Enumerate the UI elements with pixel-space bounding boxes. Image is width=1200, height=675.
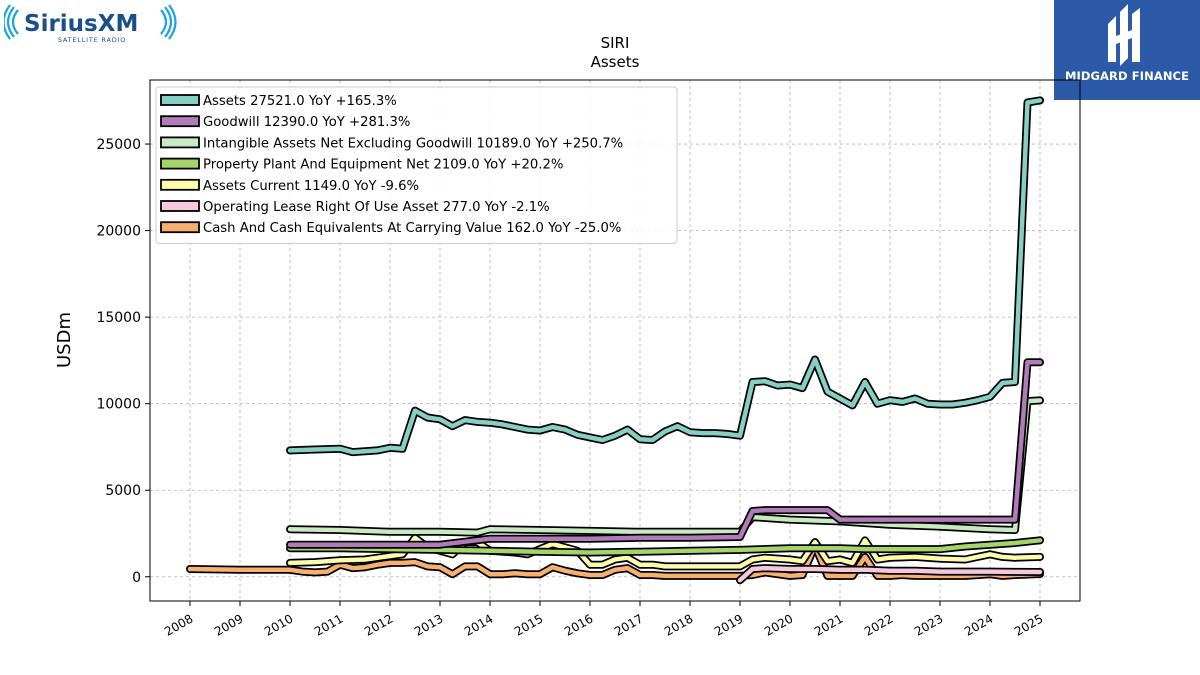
y-tick-label: 0 — [132, 570, 141, 586]
legend-entry-cash: Cash And Cash Equivalents At Carrying Va… — [160, 221, 621, 236]
series-ppe-line — [287, 538, 1043, 555]
legend-label: Goodwill 12390.0 YoY +281.3% — [203, 115, 410, 130]
x-tick-label: 2021 — [812, 611, 845, 638]
series-lease-line — [737, 565, 1043, 583]
legend-label: Assets 27521.0 YoY +165.3% — [203, 94, 397, 109]
x-axis-ticks: 2008 2009 2010 2011 2012 2013 2014 2015 2016 2017… — [162, 601, 1046, 639]
legend-swatch — [160, 221, 200, 234]
legend-label: Property Plant And Equipment Net 2109.0 … — [203, 158, 563, 173]
plot-frame — [149, 79, 1081, 602]
series-goodwill-outline — [286, 358, 1044, 549]
series-intangibles — [286, 396, 1044, 537]
chart-subtitle: Assets — [591, 53, 640, 71]
legend-swatch — [160, 178, 200, 191]
x-tick-label: 2015 — [512, 611, 545, 638]
x-tick-label: 2016 — [562, 611, 595, 638]
x-tick-label: 2011 — [312, 611, 345, 638]
x-tick-label: 2023 — [912, 611, 945, 638]
y-axis-ticks: 0 5000 10000 15000 20000 25000 — [96, 137, 150, 586]
legend-swatch — [160, 94, 200, 106]
series-goodwill — [286, 358, 1044, 549]
x-tick-label: 2018 — [662, 611, 695, 638]
chart-title: SIRI — [601, 34, 630, 52]
legend-swatch — [160, 200, 200, 212]
series-lines — [186, 96, 1044, 585]
legend-entry-current: Assets Current 1149.0 YoY -9.6% — [160, 178, 419, 194]
legend-entry-assets: Assets 27521.0 YoY +165.3% — [160, 94, 397, 109]
midgard-brand-name: MIDGARD FINANCE — [1064, 69, 1190, 83]
series-lease — [736, 564, 1044, 585]
legend-entry-intangibles: Intangible Assets Net Excluding Goodwill… — [160, 136, 623, 151]
series-assets — [286, 96, 1044, 457]
series-ppe — [286, 536, 1044, 557]
x-tick-label: 2010 — [262, 611, 295, 638]
series-intangibles-line — [287, 398, 1043, 535]
y-tick-label: 20000 — [96, 224, 141, 240]
legend-label: Intangible Assets Net Excluding Goodwill… — [203, 136, 623, 151]
x-tick-label: 2009 — [212, 611, 245, 638]
legend-label: Assets Current 1149.0 YoY -9.6% — [203, 179, 419, 194]
y-tick-label: 5000 — [105, 483, 141, 499]
x-tick-label: 2017 — [612, 611, 645, 638]
legend-swatch — [160, 157, 200, 170]
midgard-emblem-icon — [1108, 4, 1140, 66]
right-broadcast-waves-icon — [160, 4, 177, 40]
x-tick-label: 2012 — [362, 611, 395, 638]
sirius-brand-name: SiriusXM — [24, 11, 138, 37]
y-tick-label: 15000 — [96, 310, 141, 326]
series-intangibles-outline — [286, 396, 1044, 537]
x-tick-label: 2020 — [762, 611, 795, 638]
legend-swatch — [160, 136, 200, 149]
x-tick-label: 2022 — [862, 611, 895, 638]
y-tick-label: 10000 — [96, 397, 141, 413]
siriusxm-logo: SiriusXM SATELLITE RADIO — [4, 4, 177, 44]
legend-label: Cash And Cash Equivalents At Carrying Va… — [203, 221, 621, 236]
x-tick-label: 2008 — [162, 611, 195, 638]
sirius-tagline: SATELLITE RADIO — [58, 36, 126, 44]
y-tick-label: 25000 — [96, 137, 141, 153]
legend-entry-ppe: Property Plant And Equipment Net 2109.0 … — [160, 157, 563, 173]
x-tick-label: 2013 — [412, 611, 445, 638]
legend-label: Operating Lease Right Of Use Asset 277.0… — [203, 200, 550, 215]
left-broadcast-waves-icon — [4, 4, 19, 40]
midgard-finance-logo: MIDGARD FINANCE — [1054, 0, 1200, 100]
x-tick-label: 2019 — [712, 611, 745, 638]
y-axis-label: USDm — [54, 312, 75, 368]
x-tick-label: 2014 — [462, 611, 495, 638]
x-tick-label: 2025 — [1012, 611, 1045, 638]
legend-entry-lease: Operating Lease Right Of Use Asset 277.0… — [160, 200, 550, 215]
series-goodwill-line — [287, 360, 1043, 547]
legend-box — [155, 86, 678, 244]
legend-swatch — [160, 115, 200, 128]
legend: Assets 27521.0 YoY +165.3% Goodwill 12390… — [155, 86, 678, 244]
series-assets-line — [287, 98, 1043, 455]
x-tick-label: 2024 — [962, 611, 995, 638]
legend-entry-goodwill: Goodwill 12390.0 YoY +281.3% — [160, 115, 410, 130]
